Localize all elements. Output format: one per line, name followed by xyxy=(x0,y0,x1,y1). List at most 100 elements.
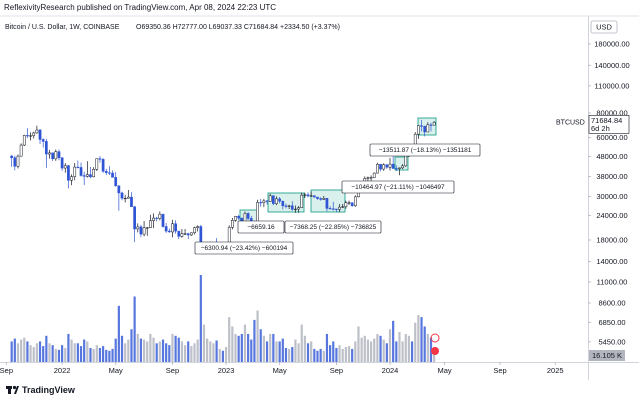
candle-body xyxy=(190,232,193,236)
candle-body xyxy=(297,207,300,210)
candle-body xyxy=(161,213,165,227)
volume-bar xyxy=(196,339,199,362)
candle-body xyxy=(111,172,114,178)
y-tick-label: 11000.00 xyxy=(597,277,628,286)
candle-body xyxy=(101,159,105,172)
candle-body xyxy=(287,205,291,207)
range-box xyxy=(267,192,305,213)
volume-bar xyxy=(357,326,360,362)
volume-bar xyxy=(209,341,212,362)
volume-bar xyxy=(20,339,23,362)
volume-bar xyxy=(231,326,234,362)
candle-body xyxy=(152,217,155,221)
candle-body xyxy=(133,206,136,230)
candle-body xyxy=(164,226,168,232)
candle-body xyxy=(347,202,351,204)
volume-bar xyxy=(259,329,262,362)
volume-bar xyxy=(174,335,177,362)
candle-body xyxy=(265,200,269,202)
candle-body xyxy=(114,177,118,187)
volume-bar xyxy=(26,341,29,362)
candle-body xyxy=(183,233,187,235)
candle-body xyxy=(398,167,401,169)
candle-body xyxy=(26,135,29,137)
measure-label: −13511.87 (−18.13%) −1351181 xyxy=(379,147,472,154)
candle-body xyxy=(376,164,379,174)
candle-body xyxy=(300,194,304,208)
volume-tag-label: 16.105 K xyxy=(592,351,622,360)
volume-bar xyxy=(117,305,120,362)
volume-bar xyxy=(183,345,187,362)
volume-bar xyxy=(95,345,98,362)
volume-bar xyxy=(385,343,388,362)
volume-bar xyxy=(187,341,190,362)
volume-bar xyxy=(429,337,433,362)
volume-bar xyxy=(120,335,124,362)
measure-label: −6300.94 (−23.42%) −600194 xyxy=(201,245,288,252)
volume-bar xyxy=(281,338,284,362)
candle-body xyxy=(268,195,272,202)
x-tick-label: May xyxy=(109,366,123,375)
candle-body xyxy=(180,233,184,237)
candle-body xyxy=(325,198,329,209)
volume-bar xyxy=(275,341,278,362)
candle-body xyxy=(13,157,17,167)
candle-body xyxy=(432,122,436,126)
volume-bar xyxy=(288,348,291,362)
volume-bar xyxy=(224,347,228,362)
volume-bar xyxy=(38,341,42,362)
volume-bar xyxy=(76,343,79,362)
volume-bar xyxy=(363,335,366,362)
candle-body xyxy=(341,206,345,208)
volume-bar xyxy=(291,347,294,362)
volume-bar xyxy=(237,335,240,362)
candle-body xyxy=(73,166,77,177)
event-icon xyxy=(431,347,439,355)
volume-bar xyxy=(284,347,288,362)
volume-bar xyxy=(171,333,174,362)
measure-label: −10464.97 (−21.11%) −1046497 xyxy=(351,184,445,191)
y-tick-label: 38000.00 xyxy=(596,172,627,181)
last-price-tag xyxy=(588,115,630,134)
y-tick-label: 6850.00 xyxy=(598,318,625,327)
volume-bar xyxy=(64,347,67,362)
volume-bar xyxy=(335,347,338,362)
volume-bar xyxy=(127,339,130,362)
candle-body xyxy=(38,129,42,140)
footer: TradingView xyxy=(6,385,76,395)
candle-body xyxy=(76,166,80,168)
x-tick-label: May xyxy=(437,366,451,375)
candle-body xyxy=(48,152,51,155)
candle-body xyxy=(158,213,162,219)
x-tick-label: Sep xyxy=(493,366,506,375)
volume-bar xyxy=(218,348,221,362)
volume-bar xyxy=(23,337,26,362)
candle-body xyxy=(95,158,99,170)
volume-bar xyxy=(67,333,70,362)
volume-bar xyxy=(98,347,102,362)
candle-body xyxy=(117,185,121,194)
candle-body xyxy=(394,168,398,170)
candle-body xyxy=(353,196,357,207)
currency-button xyxy=(590,20,618,34)
x-tick-label: 2022 xyxy=(54,366,71,375)
measure-label-box xyxy=(369,143,481,157)
volume-bar xyxy=(61,345,64,362)
y-tick-label: 18000.00 xyxy=(596,236,627,245)
x-tick-label: 2025 xyxy=(547,366,564,375)
volume-bar xyxy=(417,315,420,362)
volume-bar xyxy=(300,324,303,362)
candle-body xyxy=(281,200,285,207)
candle-body xyxy=(294,208,297,210)
volume-bar xyxy=(111,348,114,362)
volume-bar xyxy=(306,343,310,362)
volume-bar xyxy=(366,339,370,362)
volume-bar xyxy=(325,333,329,362)
candle-body xyxy=(35,129,39,134)
volume-bar xyxy=(247,333,250,362)
candle-body xyxy=(278,198,282,202)
candle-body xyxy=(366,177,370,179)
volume-bar xyxy=(344,347,347,362)
volume-bar xyxy=(54,348,57,362)
